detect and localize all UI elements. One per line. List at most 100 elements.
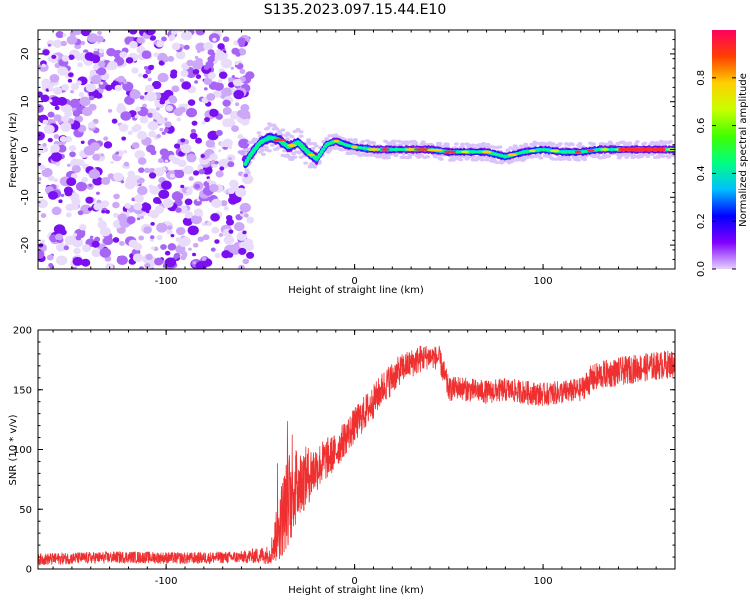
noise-speckle	[138, 167, 145, 173]
ridge-halo	[582, 157, 587, 162]
noise-speckle	[157, 158, 164, 164]
noise-speckle	[150, 222, 155, 226]
noise-speckle	[184, 198, 193, 206]
ridge-halo	[523, 142, 529, 146]
noise-speckle	[126, 216, 136, 225]
ridge-hotspot	[286, 144, 297, 147]
noise-speckle	[49, 74, 60, 83]
noise-speckle	[229, 179, 239, 188]
noise-speckle	[41, 167, 53, 178]
noise-speckle	[173, 107, 184, 117]
noise-speckle	[183, 103, 189, 108]
noise-speckle	[218, 158, 230, 169]
noise-speckle	[155, 39, 165, 48]
ridge-halo	[295, 128, 301, 132]
noise-speckle	[81, 230, 86, 234]
noise-speckle	[135, 106, 141, 112]
noise-speckle	[209, 108, 219, 118]
noise-speckle	[60, 193, 65, 198]
colorbar-gradient	[712, 30, 736, 269]
noise-speckle	[46, 254, 54, 261]
ridge-halo	[420, 140, 426, 144]
ridge-halo	[244, 148, 250, 152]
noise-speckle	[101, 177, 111, 185]
noise-speckle	[85, 83, 96, 93]
colorbar-tick-label: 0.0	[696, 261, 707, 277]
snr-y-tick-label: 200	[13, 326, 32, 337]
noise-speckle	[119, 51, 128, 59]
colorbar-tick-label: 0.2	[696, 213, 707, 229]
noise-speckle	[97, 60, 106, 68]
noise-speckle	[105, 263, 114, 269]
noise-speckle	[180, 255, 187, 261]
ridge-halo	[494, 160, 500, 165]
noise-speckle	[160, 166, 166, 172]
ridge-hotspot	[307, 153, 315, 157]
noise-speckle	[167, 55, 175, 62]
noise-speckle	[240, 103, 250, 112]
noise-speckle	[138, 235, 145, 241]
colorbar-tick-label: 0.4	[696, 165, 707, 181]
noise-speckle	[42, 143, 47, 147]
noise-speckle	[38, 91, 43, 97]
noise-speckle	[72, 232, 78, 237]
ridge-halo	[656, 155, 661, 159]
noise-speckle	[149, 35, 157, 41]
noise-speckle	[38, 198, 48, 209]
noise-speckle	[228, 77, 233, 82]
noise-speckle	[214, 252, 221, 259]
noise-speckle	[159, 148, 169, 157]
spectrogram-x-tick-label: -100	[155, 276, 178, 287]
spectrogram-y-axis-label: Frequency (Hz)	[8, 112, 19, 188]
ridge-halo	[280, 128, 286, 132]
noise-speckle	[69, 98, 81, 108]
ridge-halo	[538, 156, 544, 160]
noise-speckle	[204, 116, 211, 123]
noise-speckle	[52, 39, 63, 48]
ridge-hotspot	[273, 138, 286, 142]
noise-speckle	[145, 253, 153, 260]
noise-speckle	[164, 257, 177, 268]
noise-speckle	[180, 236, 191, 247]
noise-speckle	[179, 78, 185, 83]
ridge-halo	[645, 154, 651, 159]
noise-speckle	[81, 106, 93, 117]
noise-speckle	[48, 262, 54, 268]
noise-speckle	[87, 207, 93, 211]
noise-speckle	[50, 144, 60, 153]
colorbar-ticks: 0.0 0.2 0.4 0.6 0.8	[696, 70, 736, 277]
noise-speckle	[116, 255, 128, 266]
spectrogram-y-tick-label: -20	[20, 237, 31, 253]
colorbar-tick-label: 0.6	[696, 118, 707, 134]
ridge-halo	[383, 139, 388, 143]
ridge-halo	[458, 158, 464, 162]
ridge-halo	[261, 152, 266, 157]
noise-speckle	[207, 72, 216, 80]
noise-speckle	[134, 114, 139, 119]
noise-speckle	[113, 212, 119, 218]
noise-speckle	[187, 186, 192, 190]
ridge-band	[246, 156, 251, 160]
noise-speckle	[77, 62, 83, 68]
noise-speckle	[41, 63, 46, 68]
noise-speckle	[141, 50, 152, 59]
ridge-hotspot	[351, 145, 358, 149]
noise-speckle	[158, 189, 170, 199]
ridge-halo	[505, 148, 511, 152]
noise-speckle	[143, 226, 152, 234]
noise-speckle	[139, 116, 149, 124]
noise-speckle	[114, 84, 123, 92]
noise-speckle	[40, 94, 50, 103]
noise-speckle	[99, 226, 111, 237]
noise-speckle	[145, 91, 158, 102]
ridge-halo	[324, 137, 330, 141]
ridge-halo	[466, 156, 471, 160]
ridge-halo	[265, 126, 271, 130]
noise-speckle	[156, 222, 168, 233]
noise-speckle	[116, 150, 124, 157]
noise-speckle	[81, 258, 91, 267]
noise-speckle	[148, 172, 157, 179]
noise-speckle	[94, 236, 101, 242]
ridge-halo	[668, 139, 673, 144]
